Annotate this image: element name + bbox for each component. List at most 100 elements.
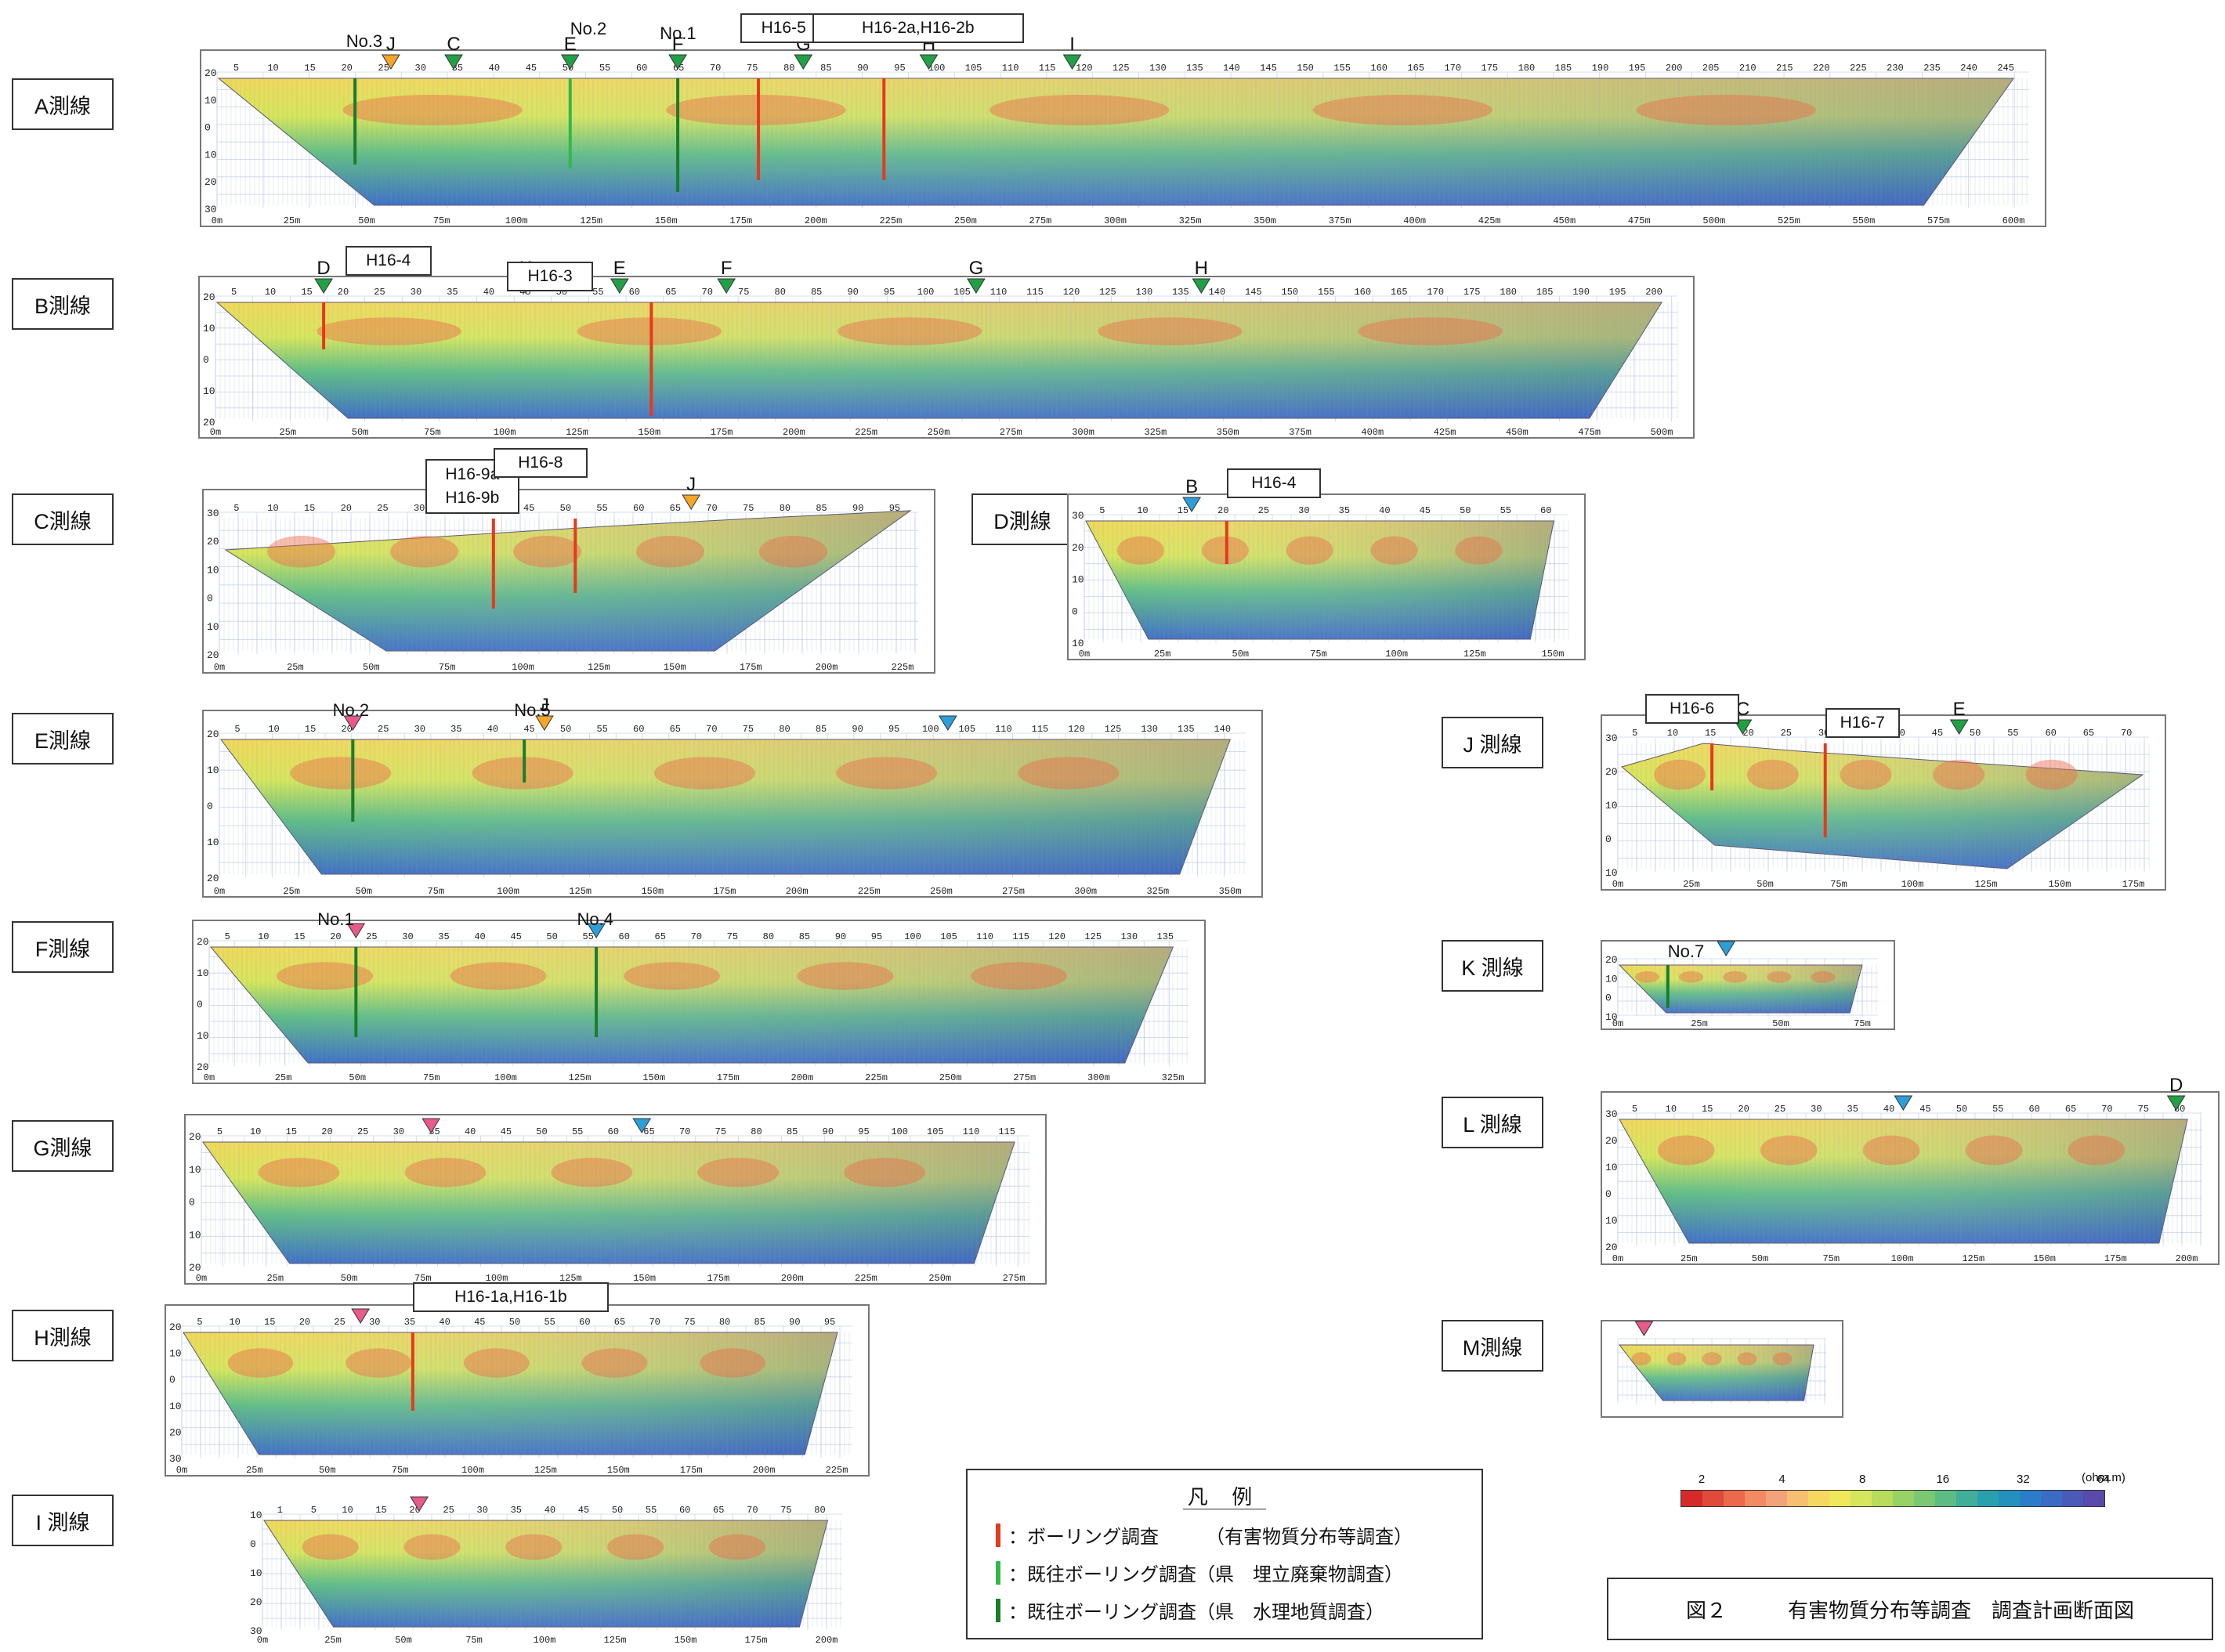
station-tick-label: 15	[1702, 1104, 1713, 1115]
intersection-marker-label: J	[540, 695, 549, 716]
borehole-line	[353, 78, 357, 164]
distance-tick-label: 175m	[740, 662, 762, 673]
elevation-label: 20	[1605, 766, 1618, 778]
station-tick-label: 5	[197, 1317, 202, 1328]
elevation-label: 10	[189, 1164, 201, 1176]
label-F: F測線	[12, 921, 114, 973]
distance-tick-label: 575m	[1927, 215, 1950, 226]
elevation-label: 10	[204, 149, 217, 161]
distance-tick-label: 275m	[1003, 1273, 1026, 1284]
distance-tick-label: 25m	[1691, 1018, 1708, 1029]
distance-tick-label: 0m	[1612, 1018, 1623, 1029]
station-tick-label: 245	[1997, 63, 2014, 74]
label-J: J 測線	[1442, 717, 1543, 768]
intersection-marker-icon	[382, 54, 400, 70]
station-tick-label: 75	[747, 63, 758, 74]
station-tick-label: 15	[1178, 505, 1188, 516]
station-tick-label: 10	[268, 724, 279, 735]
station-tick-label: 70	[679, 1126, 690, 1137]
station-tick-label: 35	[447, 287, 458, 298]
station-tick-label: 10	[267, 63, 278, 74]
distance-tick-label: 75m	[1830, 879, 1847, 890]
station-tick-label: 60	[2045, 728, 2056, 739]
station-tick-label: 170	[1444, 63, 1461, 74]
borehole-line	[354, 947, 358, 1037]
section-J-svg: 3020100105101520253035404550556065700m25…	[1605, 699, 2150, 890]
distance-tick-label: 25m	[284, 215, 301, 226]
distance-tick-label: 200m	[816, 662, 838, 673]
intersection-marker-icon	[717, 278, 736, 294]
distance-tick-label: 300m	[1072, 427, 1094, 438]
distance-tick-label: 250m	[928, 427, 950, 438]
distance-tick-label: 100m	[486, 1273, 508, 1284]
station-tick-label: 130	[1141, 724, 1158, 735]
station-tick-label: 120	[1068, 724, 1085, 735]
distance-tick-label: 25m	[324, 1635, 342, 1646]
distance-tick-label: 225m	[858, 886, 881, 897]
station-tick-label: 190	[1592, 63, 1609, 74]
distance-tick-label: 125m	[1463, 649, 1486, 660]
station-tick-label: 95	[824, 1317, 835, 1328]
borehole-line	[573, 519, 577, 593]
legend-title: 凡 例	[968, 1481, 1482, 1510]
station-tick-label: 70	[706, 503, 717, 514]
station-tick-label: 45	[523, 724, 534, 735]
station-tick-label: 140	[1214, 724, 1231, 735]
station-tick-label: 225	[1850, 63, 1867, 74]
legend: 凡 例 ：ボーリング調査 （有害物質分布等調査） ：既往ボーリング調査（県 埋立…	[966, 1469, 1483, 1639]
distance-tick-label: 175m	[680, 1465, 703, 1476]
station-tick-label: 65	[670, 724, 681, 735]
elevation-label: 30	[1072, 510, 1084, 522]
station-tick-label: 135	[1172, 287, 1189, 298]
elevation-label: 20	[169, 1426, 182, 1438]
elevation-label: 10	[169, 1401, 182, 1412]
station-tick-label: 60	[633, 724, 644, 735]
station-tick-label: 145	[1260, 63, 1277, 74]
distance-tick-label: 300m	[1087, 1072, 1110, 1083]
station-tick-label: 115	[1012, 931, 1029, 942]
color-scale-cell	[1787, 1491, 1808, 1506]
section-M	[1601, 1320, 1843, 1418]
station-tick-label: 85	[754, 1317, 765, 1328]
station-tick-label: 45	[1919, 1104, 1930, 1115]
distance-tick-label: 75m	[465, 1635, 483, 1646]
elevation-label: 10	[203, 323, 215, 334]
distance-tick-label: 75m	[428, 886, 445, 897]
station-tick-label: 100	[922, 724, 939, 735]
intersection-marker-icon	[343, 715, 363, 731]
distance-tick-label: 450m	[1506, 427, 1529, 438]
station-tick-label: 85	[816, 724, 827, 735]
distance-tick-label: 50m	[349, 1072, 366, 1083]
distance-tick-label: 475m	[1578, 427, 1601, 438]
station-tick-label: 235	[1923, 63, 1941, 74]
station-tick-label: 150	[1282, 287, 1299, 298]
elevation-label: 0	[204, 122, 211, 134]
distance-tick-label: 125m	[534, 1465, 557, 1476]
station-tick-label: 105	[959, 724, 976, 735]
elevation-label: 10	[1605, 800, 1618, 812]
station-tick-label: 45	[526, 63, 537, 74]
prior-borehole-label: No.1	[660, 23, 696, 43]
station-tick-label: 15	[304, 63, 315, 74]
intersection-marker-icon	[1717, 941, 1736, 956]
station-tick-label: 55	[599, 63, 610, 74]
station-tick-label: 110	[995, 724, 1012, 735]
station-tick-label: 35	[438, 931, 449, 942]
distance-tick-label: 0m	[1612, 1253, 1623, 1264]
distance-tick-label: 100m	[505, 215, 528, 226]
station-tick-label: 80	[783, 63, 794, 74]
station-tick-label: 50	[612, 1505, 623, 1516]
section-F: 20 10 0 10 20 5 10 15 20 25 30 35 40 45 50 55 60 65 70 75 80…	[192, 909, 1206, 1084]
distance-tick-label: 100m	[461, 1465, 484, 1476]
station-tick-label: 125	[1112, 63, 1130, 74]
distance-tick-label: 75m	[423, 1072, 440, 1083]
distance-tick-label: 0m	[257, 1635, 268, 1646]
station-tick-label: 55	[572, 1126, 583, 1137]
color-scale: 2 4 8 16 32 64 (ohm.m)	[1681, 1471, 2126, 1507]
intersection-marker-icon	[682, 494, 701, 510]
label-H: H測線	[12, 1310, 114, 1361]
station-tick-label: 100	[904, 931, 921, 942]
station-tick-label: 80	[814, 1505, 825, 1516]
color-scale-cell	[1977, 1491, 1999, 1506]
distance-tick-label: 75m	[392, 1465, 409, 1476]
